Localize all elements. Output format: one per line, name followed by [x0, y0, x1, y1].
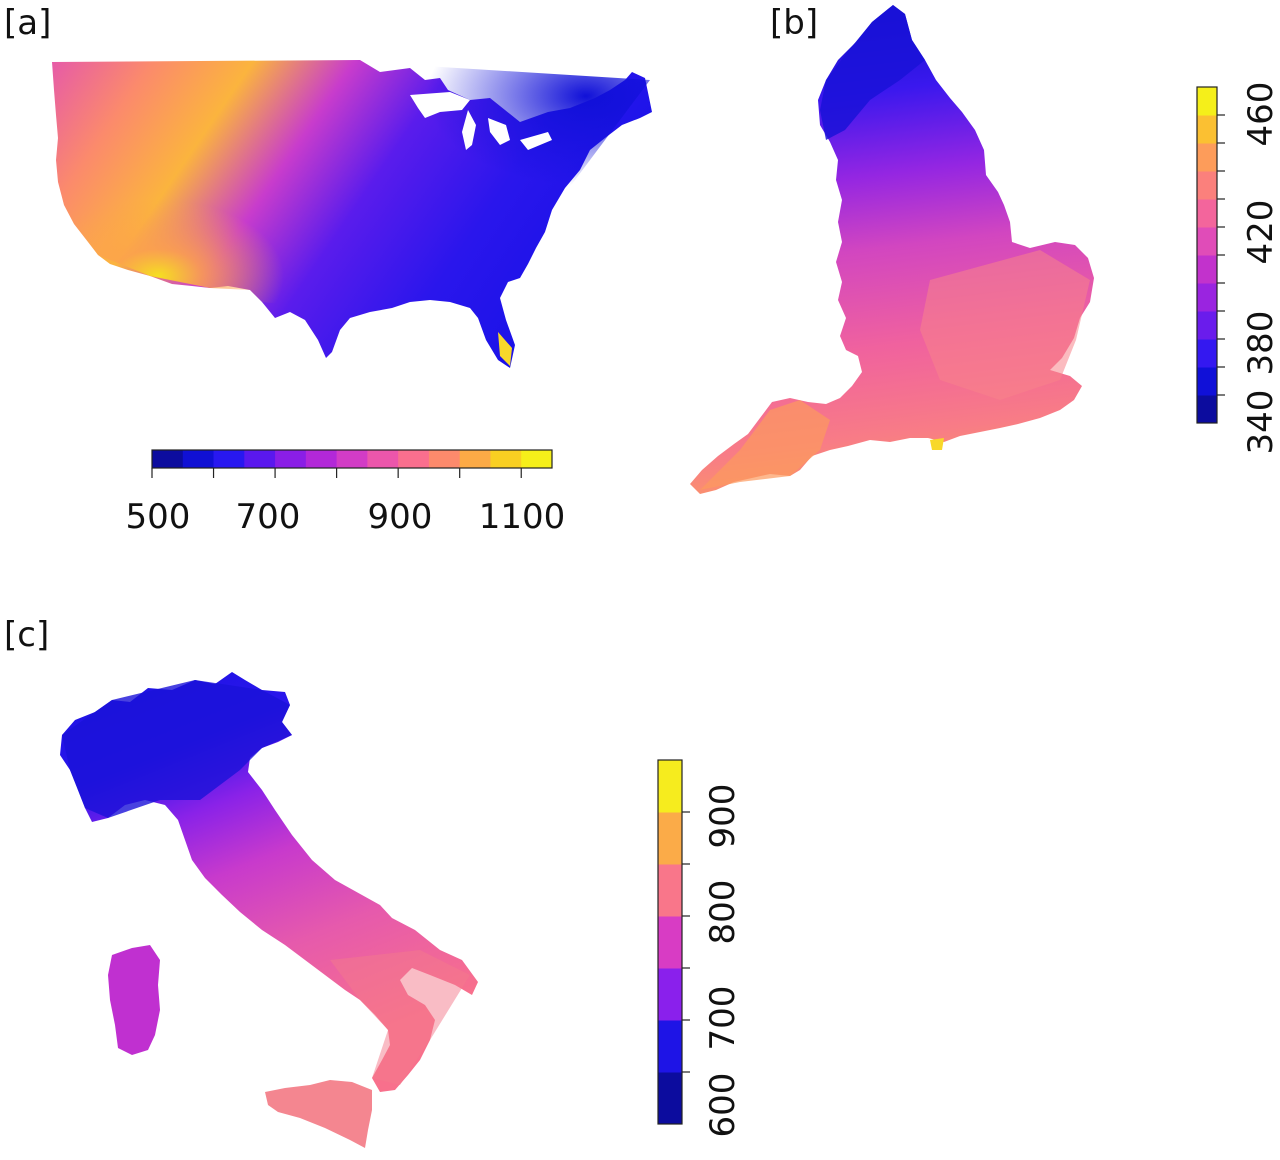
cbar-b-swatch — [1197, 367, 1217, 396]
panel-label-a: [a] — [4, 3, 52, 43]
cbar-c-swatch — [658, 916, 682, 969]
italy-north-dark — [62, 680, 292, 818]
colorbar-a-swatch — [336, 450, 368, 468]
cbar-c-swatch — [658, 1072, 682, 1125]
sardinia — [108, 945, 160, 1055]
cbar-c-swatch — [658, 760, 682, 813]
cbar-b-tick-label: 340 — [1241, 390, 1280, 455]
colorbar-a-swatch — [213, 450, 245, 468]
italy-map — [60, 672, 478, 1148]
colorbar-a-swatch — [459, 450, 491, 468]
isle-of-wight-highlight — [930, 438, 944, 450]
england-map — [690, 5, 1094, 494]
panel-label-c: [c] — [4, 615, 50, 655]
sicily — [265, 1080, 372, 1148]
cbar-c-swatch — [658, 1020, 682, 1073]
cbar-b-swatch — [1197, 199, 1217, 228]
cbar-b-tick-label: 380 — [1241, 311, 1280, 376]
cbar-b-swatch — [1197, 283, 1217, 312]
colorbar-a-swatch — [521, 450, 553, 468]
colorbar-a: 500 700 900 1100 — [126, 449, 566, 537]
usa-southwest-highlight — [60, 140, 340, 310]
colorbar-a-swatch — [152, 450, 184, 468]
cbar-b-swatch — [1197, 87, 1217, 116]
england-southeast-warm — [920, 250, 1090, 400]
colorbar-a-swatch — [305, 450, 338, 468]
cbar-b-swatch — [1197, 311, 1217, 340]
colorbar-a-tick-label: 700 — [236, 497, 301, 537]
colorbar-a-tick-label: 900 — [368, 497, 433, 537]
panel-label-b: [b] — [770, 3, 819, 43]
colorbar-a-swatch — [275, 450, 307, 468]
cbar-b-tick-label: 460 — [1241, 82, 1280, 147]
florida-tip-highlight — [498, 332, 512, 366]
colorbar-a-swatch — [244, 450, 276, 468]
colorbar-a-swatch — [398, 450, 430, 468]
england-southwest-warm — [700, 400, 830, 490]
cbar-b-swatch — [1197, 143, 1217, 172]
cbar-c-swatch — [658, 968, 682, 1021]
colorbar-a-tick-label: 500 — [126, 497, 191, 537]
colorbar-b: 340 380 420 460 — [1196, 82, 1280, 455]
cbar-c-swatch — [658, 864, 682, 917]
usa-northeast-shade — [330, 60, 650, 240]
cbar-b-swatch — [1197, 339, 1217, 368]
usa-great-lakes — [410, 92, 552, 150]
cbar-c-frame — [657, 759, 683, 1125]
cbar-b-tick-label: 420 — [1241, 200, 1280, 265]
cbar-c-swatch — [658, 812, 682, 865]
cbar-c-tick-label: 800 — [703, 880, 743, 945]
cbar-b-swatch — [1197, 255, 1217, 284]
cbar-c-tick-label: 700 — [703, 986, 743, 1051]
colorbar-a-swatch — [367, 450, 399, 468]
colorbar-a-tick-label: 1100 — [479, 497, 566, 537]
colorbar-c: 600 700 800 900 — [657, 759, 743, 1138]
cbar-c-tick-label: 600 — [703, 1073, 743, 1138]
italy-south-warm — [330, 950, 470, 1085]
england-north-dark — [820, 5, 925, 140]
cbar-b-swatch — [1197, 171, 1217, 200]
cbar-b-swatch — [1197, 115, 1217, 144]
colorbar-a-frame — [151, 449, 553, 469]
colorbar-a-swatch — [490, 450, 522, 468]
cbar-b-swatch — [1197, 227, 1217, 256]
cbar-b-swatch — [1197, 395, 1217, 424]
usa-map — [52, 60, 652, 368]
colorbar-a-swatch — [428, 450, 461, 468]
colorbar-a-swatch — [182, 450, 215, 468]
cbar-c-tick-label: 900 — [703, 784, 743, 849]
